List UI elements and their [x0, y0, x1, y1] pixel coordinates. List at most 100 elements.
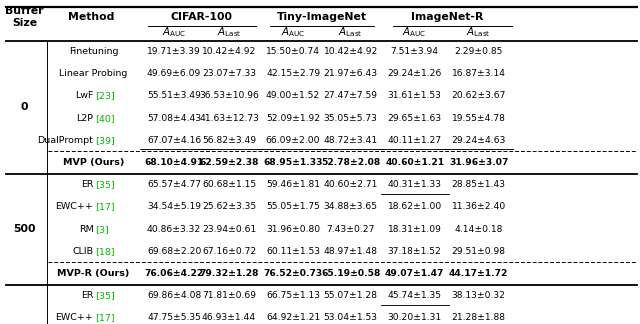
Text: 23.94±0.61: 23.94±0.61	[202, 225, 256, 234]
Text: 2.29±0.85: 2.29±0.85	[454, 47, 503, 56]
Text: 10.42±4.92: 10.42±4.92	[324, 47, 378, 56]
Text: 10.42±4.92: 10.42±4.92	[202, 47, 256, 56]
Text: 68.95±1.33: 68.95±1.33	[264, 158, 323, 167]
Text: 48.72±3.41: 48.72±3.41	[324, 136, 378, 145]
Text: 16.87±3.14: 16.87±3.14	[452, 69, 506, 78]
Text: 67.16±0.72: 67.16±0.72	[202, 247, 256, 256]
Text: 76.52±0.73: 76.52±0.73	[264, 269, 323, 278]
Text: $A_\mathrm{Last}$: $A_\mathrm{Last}$	[217, 25, 241, 39]
Text: Buffer
Size: Buffer Size	[5, 6, 44, 28]
Text: 40.11±1.27: 40.11±1.27	[388, 136, 442, 145]
Text: 31.96±0.80: 31.96±0.80	[266, 225, 320, 234]
Text: 65.57±4.77: 65.57±4.77	[147, 180, 201, 189]
Text: RM: RM	[79, 225, 93, 234]
Text: 28.85±1.43: 28.85±1.43	[452, 180, 506, 189]
Text: 35.05±5.73: 35.05±5.73	[324, 114, 378, 123]
Text: 45.74±1.35: 45.74±1.35	[388, 291, 442, 300]
Text: 79.32±1.28: 79.32±1.28	[200, 269, 259, 278]
Text: [39]: [39]	[95, 136, 115, 145]
Text: 20.62±3.67: 20.62±3.67	[452, 91, 506, 100]
Text: 60.11±1.53: 60.11±1.53	[266, 247, 320, 256]
Text: [18]: [18]	[95, 247, 115, 256]
Text: 29.65±1.63: 29.65±1.63	[388, 114, 442, 123]
Text: 49.00±1.52: 49.00±1.52	[266, 91, 320, 100]
Text: 19.71±3.39: 19.71±3.39	[147, 47, 201, 56]
Text: 38.13±0.32: 38.13±0.32	[452, 291, 506, 300]
Text: $A_\mathrm{Last}$: $A_\mathrm{Last}$	[339, 25, 363, 39]
Text: $A_\mathrm{AUC}$: $A_\mathrm{AUC}$	[281, 25, 305, 39]
Text: 42.15±2.79: 42.15±2.79	[266, 69, 320, 78]
Text: ER: ER	[81, 180, 93, 189]
Text: 36.53±10.96: 36.53±10.96	[199, 91, 259, 100]
Text: 18.62±1.00: 18.62±1.00	[388, 202, 442, 212]
Text: [17]: [17]	[95, 202, 115, 212]
Text: 64.92±1.21: 64.92±1.21	[266, 313, 320, 322]
Text: 21.97±6.43: 21.97±6.43	[324, 69, 378, 78]
Text: DualPrompt: DualPrompt	[38, 136, 93, 145]
Text: [23]: [23]	[95, 91, 115, 100]
Text: 55.51±3.49: 55.51±3.49	[147, 91, 201, 100]
Text: 15.50±0.74: 15.50±0.74	[266, 47, 320, 56]
Text: 23.07±7.33: 23.07±7.33	[202, 69, 256, 78]
Text: MVP-R (Ours): MVP-R (Ours)	[57, 269, 130, 278]
Text: 41.63±12.73: 41.63±12.73	[199, 114, 259, 123]
Text: L2P: L2P	[76, 114, 93, 123]
Text: 18.31±1.09: 18.31±1.09	[388, 225, 442, 234]
Text: Finetuning: Finetuning	[68, 47, 118, 56]
Text: 60.68±1.15: 60.68±1.15	[202, 180, 256, 189]
Text: [3]: [3]	[95, 225, 108, 234]
Text: 44.17±1.72: 44.17±1.72	[449, 269, 508, 278]
Text: 48.97±1.48: 48.97±1.48	[324, 247, 378, 256]
Text: 40.86±3.32: 40.86±3.32	[147, 225, 201, 234]
Text: 55.07±1.28: 55.07±1.28	[324, 291, 378, 300]
Text: [40]: [40]	[95, 114, 115, 123]
Text: 66.09±2.00: 66.09±2.00	[266, 136, 321, 145]
Text: [35]: [35]	[95, 291, 115, 300]
Text: Linear Probing: Linear Probing	[60, 69, 127, 78]
Text: ImageNet-R: ImageNet-R	[410, 12, 483, 22]
Text: 66.75±1.13: 66.75±1.13	[266, 291, 320, 300]
Text: 52.78±2.08: 52.78±2.08	[321, 158, 380, 167]
Text: 25.62±3.35: 25.62±3.35	[202, 202, 256, 212]
Text: EWC++: EWC++	[56, 313, 93, 322]
Text: 37.18±1.52: 37.18±1.52	[388, 247, 442, 256]
Text: EWC++: EWC++	[56, 202, 93, 212]
Text: 69.68±2.20: 69.68±2.20	[147, 247, 201, 256]
Text: $A_\mathrm{AUC}$: $A_\mathrm{AUC}$	[162, 25, 186, 39]
Text: 49.07±1.47: 49.07±1.47	[385, 269, 444, 278]
Text: 500: 500	[13, 224, 36, 234]
Text: CIFAR-100: CIFAR-100	[171, 12, 232, 22]
Text: 62.59±2.38: 62.59±2.38	[200, 158, 259, 167]
Text: Tiny-ImageNet: Tiny-ImageNet	[277, 12, 367, 22]
Text: Method: Method	[68, 12, 115, 22]
Text: ER: ER	[81, 291, 93, 300]
Text: CLIB: CLIB	[72, 247, 93, 256]
Text: 34.88±3.65: 34.88±3.65	[324, 202, 378, 212]
Text: 29.24±1.26: 29.24±1.26	[388, 69, 442, 78]
Text: 27.47±7.59: 27.47±7.59	[324, 91, 378, 100]
Text: 57.08±4.43: 57.08±4.43	[147, 114, 201, 123]
Text: 76.06±4.22: 76.06±4.22	[145, 269, 204, 278]
Text: 71.81±0.69: 71.81±0.69	[202, 291, 256, 300]
Text: 49.69±6.09: 49.69±6.09	[147, 69, 201, 78]
Text: 7.43±0.27: 7.43±0.27	[326, 225, 375, 234]
Text: 47.75±5.35: 47.75±5.35	[147, 313, 201, 322]
Text: 65.19±0.58: 65.19±0.58	[321, 269, 380, 278]
Text: 30.20±1.31: 30.20±1.31	[388, 313, 442, 322]
Text: 46.93±1.44: 46.93±1.44	[202, 313, 256, 322]
Text: [35]: [35]	[95, 180, 115, 189]
Text: 53.04±1.53: 53.04±1.53	[324, 313, 378, 322]
Text: MVP (Ours): MVP (Ours)	[63, 158, 124, 167]
Text: 21.28±1.88: 21.28±1.88	[452, 313, 506, 322]
Text: 0: 0	[20, 102, 28, 112]
Text: 4.14±0.18: 4.14±0.18	[454, 225, 503, 234]
Text: 40.60±2.71: 40.60±2.71	[324, 180, 378, 189]
Text: 7.51±3.94: 7.51±3.94	[390, 47, 439, 56]
Text: $A_\mathrm{Last}$: $A_\mathrm{Last}$	[467, 25, 491, 39]
Text: LwF: LwF	[75, 91, 93, 100]
Text: 59.46±1.81: 59.46±1.81	[266, 180, 320, 189]
Text: 40.60±1.21: 40.60±1.21	[385, 158, 444, 167]
Text: 56.82±3.49: 56.82±3.49	[202, 136, 256, 145]
Text: 68.10±4.91: 68.10±4.91	[145, 158, 204, 167]
Text: 19.55±4.78: 19.55±4.78	[452, 114, 506, 123]
